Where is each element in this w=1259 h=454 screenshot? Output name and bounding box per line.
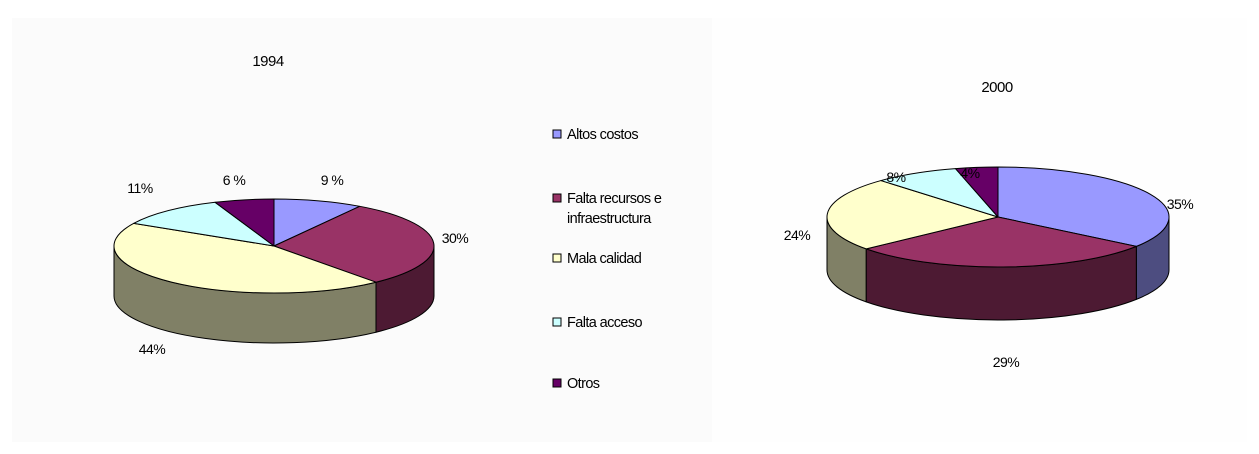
data-label-1994-altos-costos: 9 % (321, 172, 344, 188)
legend-label-altos-costos: Altos costos (567, 127, 638, 143)
slice-mala-calidad (113, 222, 377, 294)
pie-chart-2000 (826, 166, 1170, 321)
legend-swatch-mala-calidad (552, 253, 562, 263)
chart-title-1994: 1994 (252, 53, 284, 70)
slice-falta-recursos-e-infraestructura (865, 216, 1137, 268)
legend-label-falta-acceso: Falta acceso (567, 315, 643, 331)
data-label-1994-mala-calidad: 44% (139, 341, 166, 357)
data-label-2000-falta-recursos-e-infraestructura: 29% (993, 354, 1020, 370)
slice-otros (954, 166, 999, 218)
legend-label-falta-recursos-e-infraestructura-line2: infraestructura (567, 211, 652, 227)
legend-swatch-otros (552, 378, 562, 388)
legend: Altos costos Falta recursos e infraestruct… (552, 127, 662, 392)
slice-altos-costos (273, 198, 361, 247)
data-label-2000-falta-acceso: 8% (886, 169, 905, 185)
slice-mala-calidad (826, 180, 999, 250)
data-label-1994-falta-acceso: 11% (127, 180, 153, 196)
pie-data-labels: 9 % 30% 44% 11% 6 % 35% 29% 24% 8% 4% (127, 165, 1194, 370)
slice-falta-acceso (133, 201, 275, 247)
legend-label-falta-recursos-e-infraestructura: Falta recursos e (567, 191, 662, 207)
chart-title-2000: 2000 (981, 79, 1013, 96)
legend-label-mala-calidad: Mala calidad (567, 251, 642, 267)
legend-label-otros: Otros (567, 376, 600, 392)
data-label-2000-altos-costos: 35% (1167, 196, 1194, 212)
legend-swatch-falta-recursos-e-infraestructura (552, 193, 562, 203)
data-label-1994-otros: 6 % (223, 172, 246, 188)
slice-falta-recursos-e-infraestructura (273, 205, 435, 283)
slice-altos-costos (997, 166, 1170, 247)
legend-swatch-altos-costos (552, 129, 562, 139)
data-label-2000-otros: 4% (960, 165, 979, 181)
data-label-2000-mala-calidad: 24% (784, 227, 811, 243)
slice-otros (214, 198, 275, 247)
legend-swatch-falta-acceso (552, 317, 562, 327)
data-label-1994-falta-recursos-e-infraestructura: 30% (442, 230, 469, 246)
pie-chart-1994 (113, 198, 435, 344)
